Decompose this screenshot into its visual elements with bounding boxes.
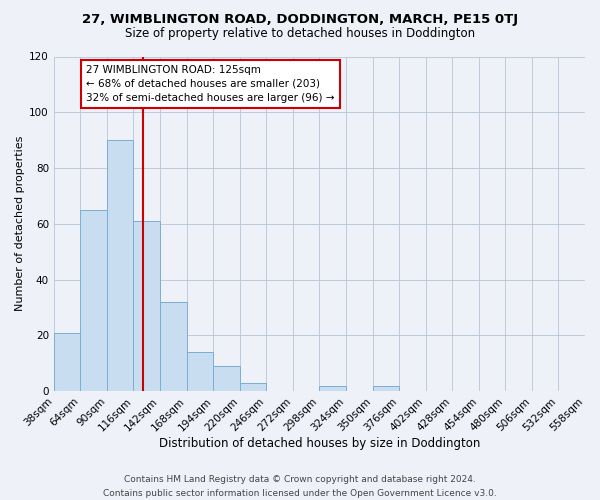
Bar: [80, 210, 107, 391]
Y-axis label: Number of detached properties: Number of detached properties: [15, 136, 25, 312]
Bar: [133, 221, 160, 391]
Bar: [187, 352, 213, 391]
Text: 27 WIMBLINGTON ROAD: 125sqm
← 68% of detached houses are smaller (203)
32% of se: 27 WIMBLINGTON ROAD: 125sqm ← 68% of det…: [86, 65, 335, 103]
Bar: [54, 332, 80, 391]
Text: 27, WIMBLINGTON ROAD, DODDINGTON, MARCH, PE15 0TJ: 27, WIMBLINGTON ROAD, DODDINGTON, MARCH,…: [82, 12, 518, 26]
Text: Contains HM Land Registry data © Crown copyright and database right 2024.
Contai: Contains HM Land Registry data © Crown c…: [103, 476, 497, 498]
X-axis label: Distribution of detached houses by size in Doddington: Distribution of detached houses by size …: [159, 437, 480, 450]
Bar: [240, 382, 266, 391]
Bar: [319, 386, 346, 391]
Bar: [213, 366, 240, 391]
Bar: [160, 302, 187, 391]
Bar: [373, 386, 399, 391]
Bar: [107, 140, 133, 391]
Text: Size of property relative to detached houses in Doddington: Size of property relative to detached ho…: [125, 28, 475, 40]
